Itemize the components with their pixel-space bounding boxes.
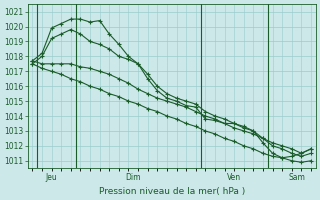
Text: Sam: Sam — [288, 173, 305, 182]
Text: Dim: Dim — [125, 173, 141, 182]
Text: Ven: Ven — [227, 173, 241, 182]
Text: Jeu: Jeu — [46, 173, 58, 182]
X-axis label: Pression niveau de la mer( hPa ): Pression niveau de la mer( hPa ) — [99, 187, 245, 196]
